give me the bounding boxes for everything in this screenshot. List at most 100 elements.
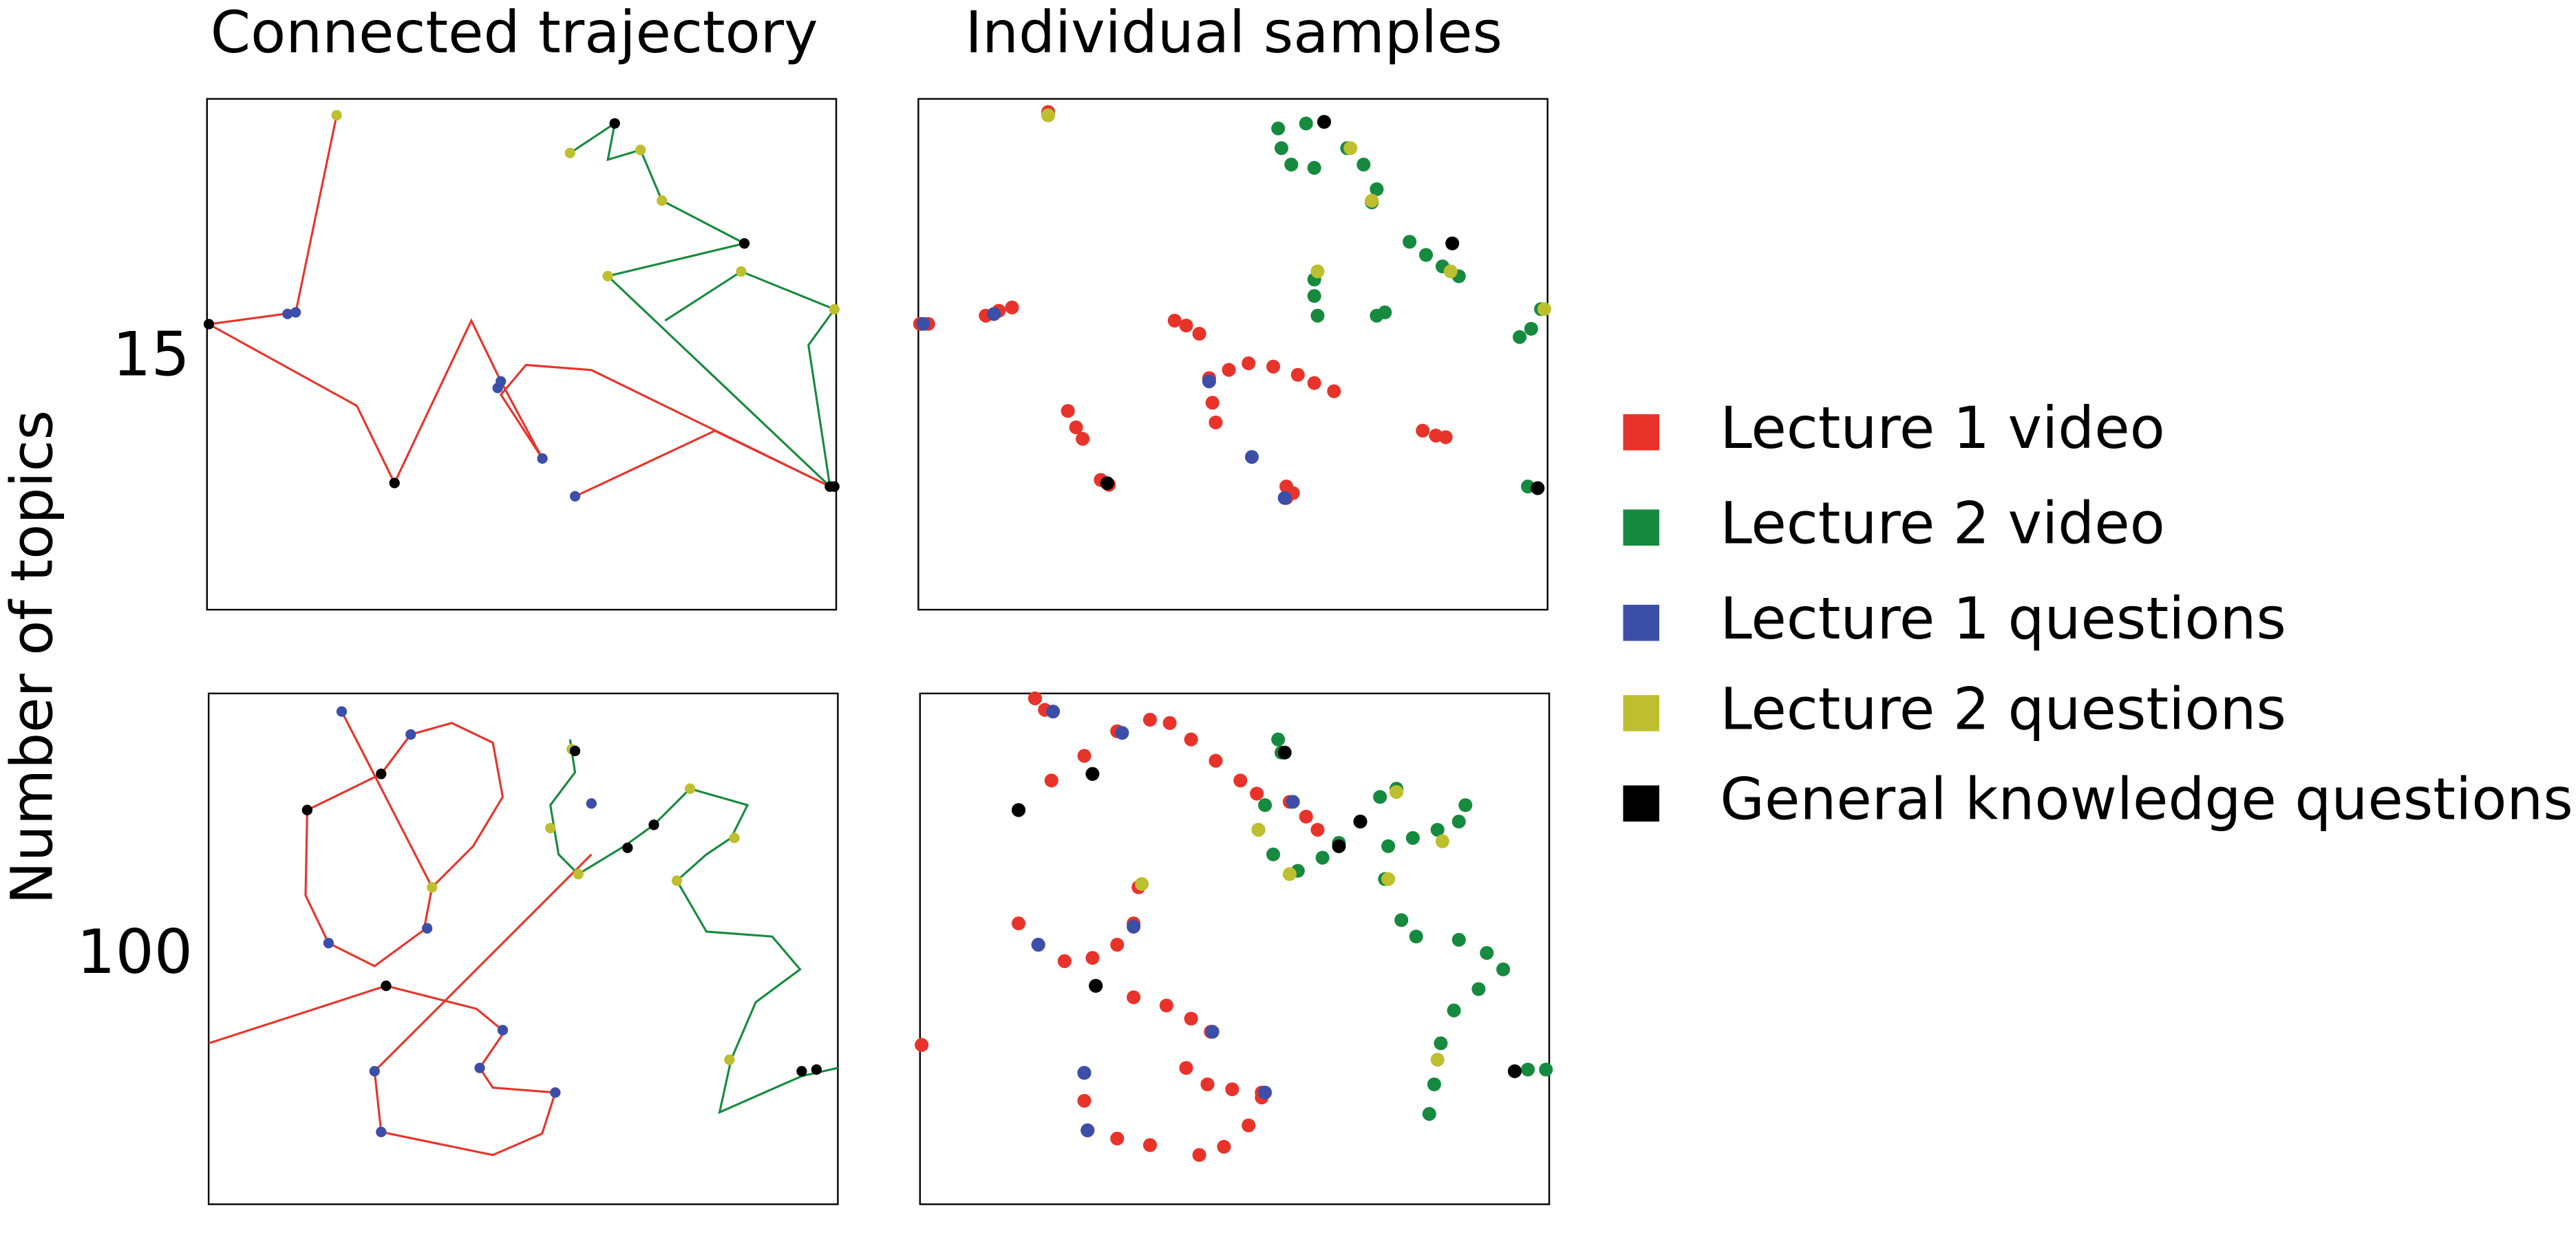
sample-point <box>1286 795 1300 809</box>
sample-point <box>1044 773 1058 788</box>
sample-point <box>1390 785 1404 800</box>
sample-point <box>1076 431 1090 446</box>
sample-point <box>1100 476 1114 491</box>
sample-point <box>1277 491 1292 505</box>
sample-point <box>1209 415 1223 429</box>
sample-point <box>1202 374 1216 389</box>
sample-point <box>1242 1118 1256 1133</box>
sample-point <box>1310 308 1325 323</box>
sample-point <box>1225 1082 1239 1097</box>
row-label: 100 <box>76 916 193 987</box>
panel <box>207 692 839 1205</box>
sample-point <box>389 478 400 489</box>
sample-point <box>1142 713 1158 727</box>
column-title: Individual samples <box>965 0 1502 66</box>
sample-point <box>1110 938 1125 952</box>
panel-frame <box>206 98 838 611</box>
panel-frame <box>919 692 1551 1205</box>
sample-point <box>323 938 334 949</box>
sample-point <box>1205 396 1220 410</box>
panel <box>915 691 1553 1205</box>
sample-point <box>1110 1131 1125 1146</box>
sample-point <box>376 769 387 780</box>
sample-point <box>1115 726 1129 740</box>
legend-label: General knowledge questions <box>1720 766 2573 833</box>
sample-point <box>811 1064 822 1075</box>
sample-point <box>729 833 740 844</box>
sample-point <box>622 842 633 853</box>
sample-point <box>1524 321 1538 336</box>
sample-point <box>1205 1025 1220 1039</box>
sample-point <box>1011 803 1026 817</box>
sample-point <box>1179 1061 1193 1075</box>
sample-point <box>405 729 416 740</box>
sample-point <box>1531 481 1545 495</box>
sample-point <box>724 1054 735 1065</box>
sample-point <box>736 266 747 277</box>
sample-point <box>1471 982 1486 996</box>
sample-point <box>550 1087 561 1098</box>
sample-point <box>564 147 575 159</box>
sample-point <box>1127 919 1141 934</box>
sample-point <box>1184 732 1198 747</box>
sample-point <box>1315 850 1330 865</box>
sample-point <box>1430 822 1445 837</box>
sample-point <box>1244 450 1259 464</box>
sample-point <box>1233 773 1248 788</box>
legend-label: Lecture 2 questions <box>1720 675 2286 742</box>
sample-point <box>1250 786 1264 801</box>
sample-point <box>492 383 503 394</box>
sample-point <box>1031 938 1045 952</box>
sample-point <box>1317 115 1332 129</box>
panel <box>203 98 840 611</box>
sample-point <box>427 881 438 893</box>
sample-point <box>573 868 584 880</box>
sample-point <box>586 798 597 809</box>
trajectory-line <box>569 120 836 490</box>
sample-point <box>1539 1062 1553 1077</box>
sample-point <box>1127 990 1141 1005</box>
sample-point <box>537 453 548 464</box>
sample-point <box>1282 867 1297 881</box>
sample-point <box>1307 160 1321 175</box>
sample-point <box>1409 930 1423 944</box>
sample-point <box>657 195 668 206</box>
sample-point <box>1179 319 1193 333</box>
sample-point <box>376 1126 387 1137</box>
sample-point <box>1427 1077 1441 1091</box>
sample-point <box>829 481 840 492</box>
sample-point <box>1378 305 1392 320</box>
sample-point <box>1271 732 1286 747</box>
sample-point <box>1416 423 1430 438</box>
sample-point <box>1258 798 1273 813</box>
sample-point <box>369 1066 380 1077</box>
sample-point <box>569 745 581 757</box>
sample-point <box>1418 248 1434 262</box>
sample-point <box>1370 182 1384 197</box>
sample-point <box>1310 264 1325 279</box>
sample-point <box>1085 951 1100 965</box>
sample-point <box>671 875 683 886</box>
sample-point <box>602 270 613 281</box>
sample-point <box>1041 108 1056 122</box>
trajectory-line <box>549 739 838 1115</box>
legend-label: Lecture 1 video <box>1720 394 2164 462</box>
sample-point <box>1192 1148 1206 1162</box>
sample-point <box>1422 1106 1436 1121</box>
sample-point <box>1290 367 1305 382</box>
sample-point <box>1284 158 1299 172</box>
panel-frame <box>207 692 839 1205</box>
sample-point <box>1394 913 1409 927</box>
sample-point <box>1381 872 1396 886</box>
trajectory-line <box>205 115 831 497</box>
panel-frame <box>917 98 1548 611</box>
sample-point <box>1405 830 1420 845</box>
sample-point <box>1135 877 1149 891</box>
sample-point <box>1069 420 1083 435</box>
sample-point <box>1011 916 1026 931</box>
sample-point <box>1434 1036 1448 1051</box>
sample-point <box>1520 1062 1535 1077</box>
sample-point <box>1458 798 1473 813</box>
